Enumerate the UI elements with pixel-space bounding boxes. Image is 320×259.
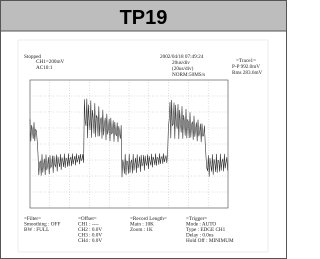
setting-filter: BW : FULL — [24, 227, 49, 233]
zoom: (20us/div) — [172, 65, 194, 72]
header-title: TP19 — [120, 7, 168, 29]
coupling: AC10:1 — [36, 65, 53, 71]
sampling: NORM:50MS/s — [172, 72, 205, 78]
setting-offset: CH4 : 0.0V — [78, 238, 102, 244]
setting-record: Zoom : 1K — [130, 227, 153, 233]
trace-rms: Rms 283.6mV — [232, 70, 263, 76]
setting-trigger: Hold Off : MINIMUM — [186, 237, 234, 244]
page: TP19 Stopped CH1=200mV AC10:1 2002/04/18… — [0, 0, 287, 259]
